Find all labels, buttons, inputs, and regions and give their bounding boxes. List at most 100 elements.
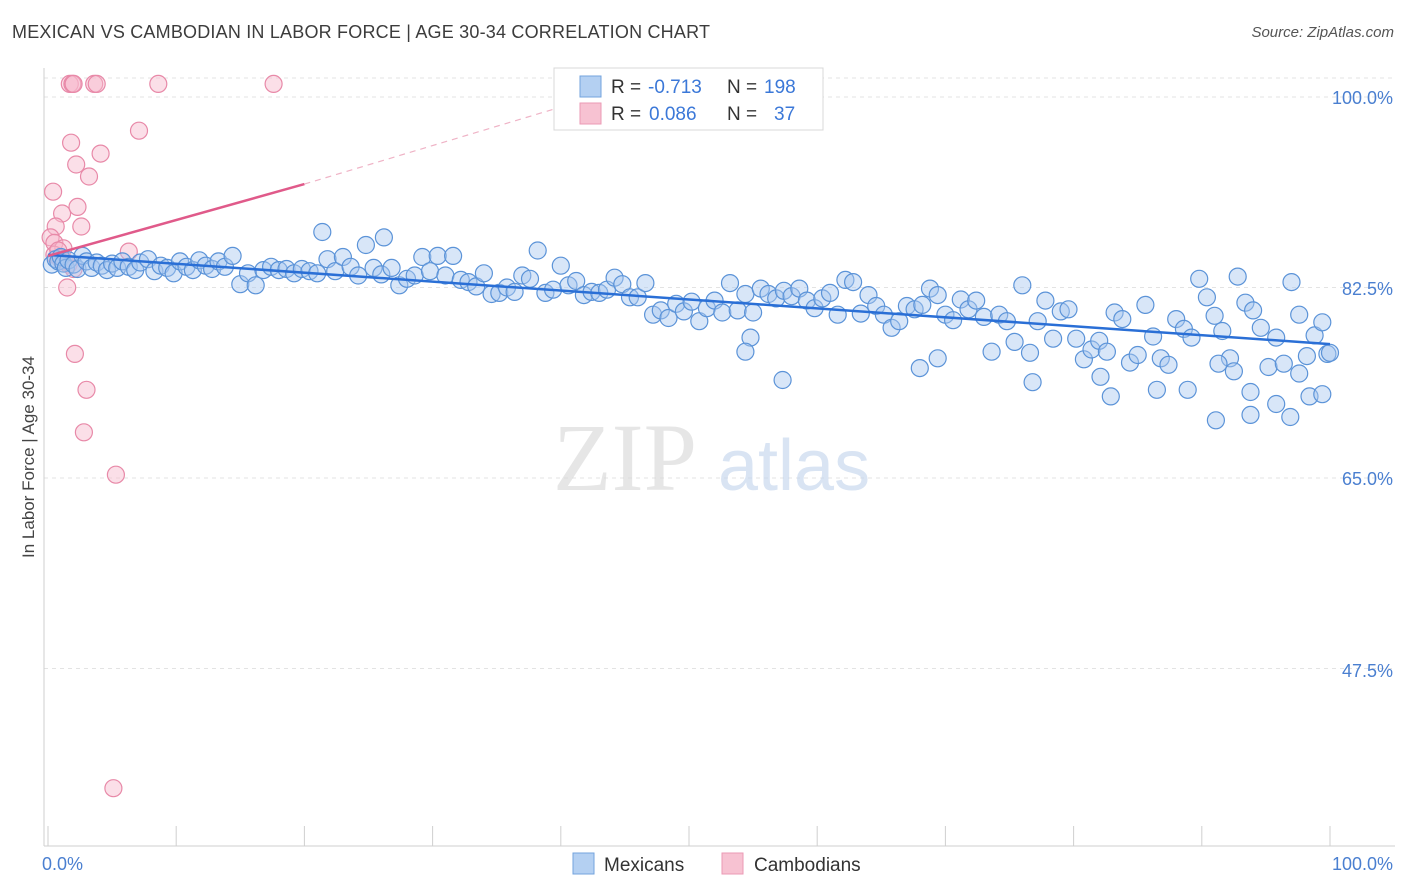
mexicans-point-177 <box>1313 313 1332 332</box>
mexicans-point-117 <box>851 304 870 323</box>
mexicans-point-188 <box>1178 380 1197 399</box>
legend-swatch-cambodians <box>579 102 602 125</box>
mexicans-point-122 <box>890 312 909 331</box>
mexicans-point-184 <box>928 349 947 368</box>
x-tick-label-100: 100.0% <box>1332 854 1393 874</box>
mexicans-point-80 <box>567 271 586 291</box>
mexicans-point-190 <box>1290 364 1309 383</box>
mexicans-point-133 <box>974 307 994 326</box>
x-tick-label-0: 0.0% <box>42 854 83 874</box>
mexicans-point-139 <box>1020 343 1040 362</box>
cambodians-point-11 <box>79 167 99 186</box>
y-tick-label-82-5: 82.5% <box>1342 279 1393 299</box>
y-tick-label-100: 100.0% <box>1332 88 1393 108</box>
legend-n-label-cambodians: N = <box>727 104 757 125</box>
mexicans-point-92 <box>659 308 678 328</box>
mexicans-point-157 <box>1159 355 1178 374</box>
legend-bottom-label-cambodians: Cambodians <box>754 855 861 876</box>
mexicans-point-130 <box>951 290 970 309</box>
mexicans-point-34 <box>223 246 242 265</box>
y-axis-title: In Labor Force | Age 30-34 <box>19 356 38 558</box>
mexicans-point-91 <box>651 301 670 320</box>
legend-swatch-mexicans <box>579 75 602 98</box>
mexicans-point-113 <box>820 283 840 302</box>
mexicans-point-162 <box>1197 288 1217 307</box>
mexicans-point-74 <box>520 269 540 288</box>
legend-n-value-mexicans: 198 <box>764 77 796 98</box>
chart-title: MEXICAN VS CAMBODIAN IN LABOR FORCE | AG… <box>12 22 711 42</box>
mexicans-point-161 <box>1190 269 1209 288</box>
legend-n-label-mexicans: N = <box>727 77 757 98</box>
mexicans-point-181 <box>736 342 755 361</box>
mexicans-point-172 <box>1274 354 1293 373</box>
watermark-zip: ZIP <box>553 404 697 511</box>
mexicans-point-102 <box>736 284 755 304</box>
mexicans-point-55 <box>374 228 393 247</box>
legend-bottom: Mexicans Cambodians <box>572 852 861 876</box>
y-tick-label-65: 65.0% <box>1342 469 1393 489</box>
mexicans-point-62 <box>428 246 447 265</box>
mexicans-point-158 <box>1167 310 1186 329</box>
legend-r-label-cambodians: R = <box>611 104 641 125</box>
mexicans-point-175 <box>1297 347 1317 366</box>
cambodians-point-28 <box>65 344 85 363</box>
legend-bottom-label-mexicans: Mexicans <box>604 855 684 876</box>
mexicans-point-169 <box>1251 318 1270 337</box>
legend-r-value-cambodians: 0.086 <box>649 104 697 125</box>
mexicans-point-61 <box>420 262 440 281</box>
mexicans-point-127 <box>928 286 947 305</box>
mexicans-point-160 <box>1182 328 1201 347</box>
mexicans-point-75 <box>528 241 547 260</box>
mexicans-point-78 <box>551 256 570 275</box>
mexicans-point-56 <box>382 258 401 277</box>
mexicans-point-153 <box>1128 345 1147 365</box>
mexicans-point-149 <box>1097 342 1117 361</box>
watermark-atlas: atlas <box>718 426 870 506</box>
mexicans-point-163 <box>1205 306 1224 325</box>
mexicans-point-197 <box>1267 394 1286 414</box>
mexicans-point-140 <box>1028 312 1047 331</box>
mexicans-point-49 <box>333 247 352 267</box>
legend-bottom-swatch-mexicans <box>572 852 595 875</box>
mexicans-point-141 <box>1036 291 1055 310</box>
mexicans-point-116 <box>843 273 863 292</box>
cambodians-point-12 <box>43 182 63 201</box>
mexicans-point-154 <box>1136 295 1155 314</box>
series-mexicans <box>42 222 1340 430</box>
mexicans-point-99 <box>713 303 732 322</box>
mexicans-point-195 <box>1241 405 1260 424</box>
mexicans-point-60 <box>413 247 432 267</box>
mexicans-point-121 <box>882 318 901 337</box>
mexicans-point-191 <box>1023 373 1042 392</box>
mexicans-point-167 <box>1236 293 1255 312</box>
mexicans-point-170 <box>1259 357 1278 377</box>
mexicans-point-64 <box>444 246 463 265</box>
cambodians-point-2 <box>64 74 83 94</box>
mexicans-point-106 <box>767 289 786 308</box>
mexicans-point-142 <box>1043 329 1063 348</box>
mexicans-point-193 <box>1147 380 1167 399</box>
mexicans-point-146 <box>1074 350 1094 369</box>
cambodians-point-29 <box>77 380 96 399</box>
mexicans-point-180 <box>741 328 760 347</box>
mexicans-point-89 <box>636 274 655 293</box>
mexicans-point-152 <box>1120 353 1140 372</box>
mexicans-point-94 <box>674 302 694 321</box>
mexicans-point-95 <box>682 292 701 311</box>
mexicans-point-132 <box>967 291 986 310</box>
source-label: Source: ZipAtlas.com <box>1251 24 1394 41</box>
legend-top: R = -0.713 N = 198 R = 0.086 N = 37 <box>553 67 824 131</box>
mexicans-point-173 <box>1282 273 1301 292</box>
mexicans-point-144 <box>1059 300 1078 319</box>
mexicans-point-192 <box>1101 387 1120 406</box>
mexicans-point-187 <box>1224 362 1244 381</box>
mexicans-point-166 <box>1228 267 1247 286</box>
mexicans-point-110 <box>797 291 817 310</box>
mexicans-point-52 <box>356 235 375 255</box>
mexicans-point-145 <box>1067 329 1086 348</box>
mexicans-point-151 <box>1113 310 1132 329</box>
cambodians-point-27 <box>58 278 77 297</box>
mexicans-point-103 <box>743 303 763 322</box>
cambodians-point-10 <box>67 155 86 174</box>
